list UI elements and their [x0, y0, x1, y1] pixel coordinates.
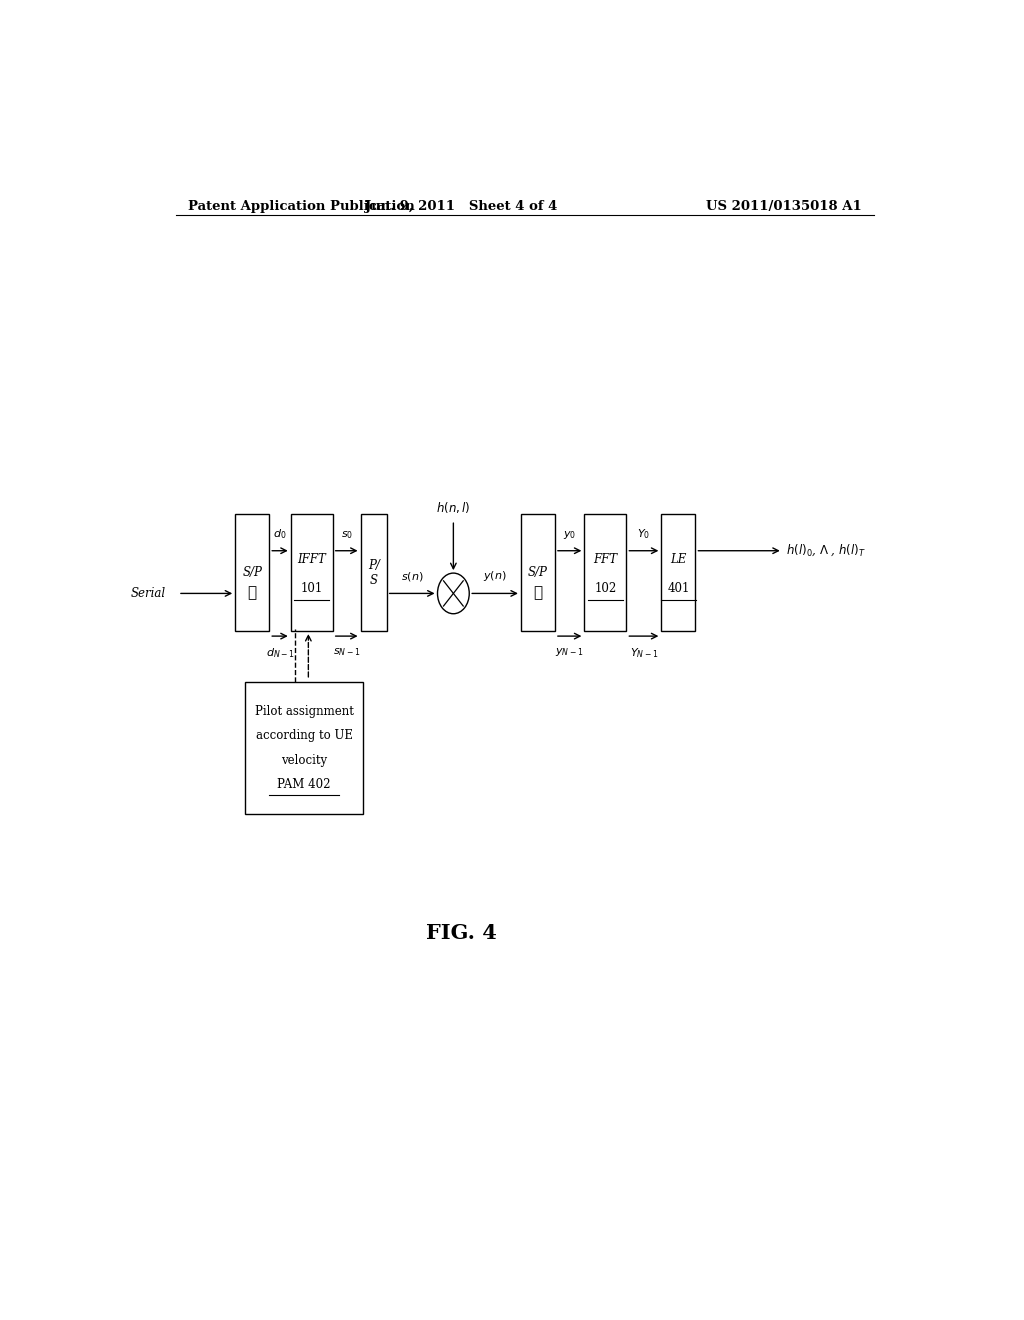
Text: Serial: Serial	[131, 587, 166, 599]
Text: $h(n,l)$: $h(n,l)$	[436, 500, 471, 515]
Text: $h(l)_0$, $\Lambda$ , $h(l)_T$: $h(l)_0$, $\Lambda$ , $h(l)_T$	[785, 543, 865, 558]
Text: 102: 102	[594, 582, 616, 595]
Text: Pilot assignment: Pilot assignment	[255, 705, 353, 718]
Text: US 2011/0135018 A1: US 2011/0135018 A1	[707, 199, 862, 213]
Text: 401: 401	[668, 582, 689, 595]
Text: $s(n)$: $s(n)$	[400, 570, 423, 583]
Text: FFT: FFT	[593, 553, 617, 566]
Text: LE: LE	[670, 553, 686, 566]
Text: ⋮: ⋮	[534, 586, 543, 601]
Text: according to UE: according to UE	[256, 729, 352, 742]
Text: P/
S: P/ S	[368, 558, 380, 586]
Text: 101: 101	[301, 582, 323, 595]
Text: $y_{N-1}$: $y_{N-1}$	[555, 647, 584, 659]
Bar	[236, 515, 269, 631]
Text: $y_0$: $y_0$	[563, 528, 577, 541]
Text: Jun. 9, 2011   Sheet 4 of 4: Jun. 9, 2011 Sheet 4 of 4	[366, 199, 557, 213]
Text: $d_0$: $d_0$	[273, 527, 287, 541]
Text: Patent Application Publication: Patent Application Publication	[187, 199, 415, 213]
Bar	[291, 515, 333, 631]
Text: $Y_{N-1}$: $Y_{N-1}$	[630, 647, 658, 660]
Text: velocity: velocity	[282, 754, 328, 767]
Bar	[246, 682, 362, 814]
Text: PAM 402: PAM 402	[278, 777, 331, 791]
Text: $y(n)$: $y(n)$	[483, 569, 507, 583]
Bar	[585, 515, 627, 631]
Text: $s_0$: $s_0$	[341, 529, 352, 541]
Bar	[662, 515, 695, 631]
Text: $Y_0$: $Y_0$	[637, 527, 650, 541]
Bar	[521, 515, 555, 631]
Text: ⋮: ⋮	[248, 586, 257, 601]
Text: IFFT: IFFT	[297, 553, 326, 566]
Text: $d_{N-1}$: $d_{N-1}$	[265, 647, 294, 660]
Text: $s_{N-1}$: $s_{N-1}$	[333, 647, 360, 659]
Text: S/P: S/P	[243, 566, 262, 579]
Circle shape	[437, 573, 469, 614]
Text: S/P: S/P	[528, 566, 548, 579]
Bar	[360, 515, 387, 631]
Text: FIG. 4: FIG. 4	[426, 923, 497, 942]
